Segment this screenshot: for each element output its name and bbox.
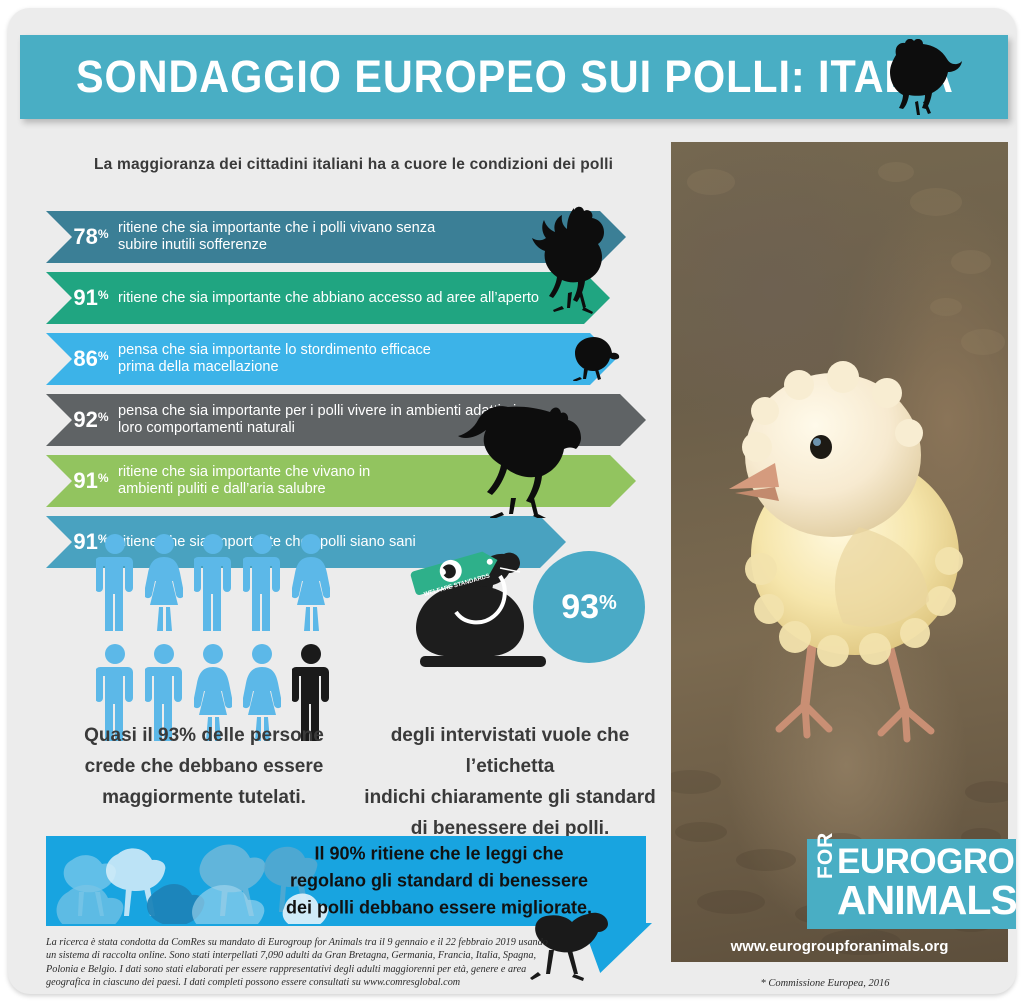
percent-value: 92	[73, 407, 98, 432]
caption-line1: degli intervistati vuole che l’etichetta	[390, 725, 630, 777]
research-footnote: La ricerca è stata condotta da ComRes su…	[46, 937, 548, 989]
person-icon-woman	[243, 644, 281, 741]
logo-eurogroup-text: EUROGROUP	[837, 842, 1016, 881]
percent-value: 91	[73, 468, 98, 493]
person-icon-woman	[145, 534, 183, 631]
percent-value: 78	[73, 224, 98, 249]
people-row-2	[96, 643, 356, 741]
logo-for-text: FOR	[814, 831, 837, 879]
baby-chick-illustration	[729, 361, 963, 743]
stat-bar-line1: ritiene che sia importante che abbiano a…	[118, 289, 540, 306]
banner-text: Il 90% ritiene che le leggi che regolano…	[274, 841, 604, 922]
stat-bar-percent: 91%	[46, 468, 118, 494]
hen-silhouette-icon	[890, 39, 962, 115]
banner-line3: dei polli debbano essere migliorate.	[285, 897, 593, 918]
people-caption: Quasi il 93% delle persone crede che deb…	[54, 720, 354, 813]
person-icon-man	[145, 644, 182, 741]
percent-value: 86	[73, 346, 98, 371]
bird-silhouette-icon	[530, 912, 608, 981]
website-url[interactable]: www.eurogroupforanimals.org	[730, 938, 949, 955]
person-icon-woman	[194, 644, 232, 741]
percent-symbol: %	[97, 532, 109, 546]
stat-bar-percent: 78%	[46, 224, 118, 250]
commission-note: * Commissione Europea, 2016	[760, 978, 890, 989]
person-icon-man	[243, 534, 280, 631]
stat-bar-line1: ritiene che sia importante che vivano in	[118, 464, 371, 480]
percent-symbol: %	[97, 227, 109, 241]
stat-bar-86: 86% pensa che sia importante lo stordime…	[46, 333, 616, 385]
caption-line2: indichi chiaramente gli standard	[364, 787, 656, 808]
bar-row-3: 86% pensa che sia importante lo stordime…	[46, 333, 666, 385]
stat-bar-line2: loro comportamenti naturali	[118, 420, 295, 436]
circle-percent-text: 93%	[561, 588, 617, 627]
percent-symbol: %	[97, 471, 109, 485]
people-row-1	[96, 533, 356, 631]
bar-row-2: 91% ritiene che sia importante che abbia…	[46, 272, 666, 324]
caption-line2: crede che debbano essere	[84, 756, 324, 777]
stat-bar-91-outdoor: 91% ritiene che sia importante che abbia…	[46, 272, 610, 324]
bar-row-4: 92% pensa che sia importante per i polli…	[46, 394, 666, 446]
person-icon-man	[96, 534, 133, 631]
caption-line3: maggiormente tutelati.	[102, 787, 306, 808]
caption-line3: di benessere dei polli.	[410, 818, 610, 839]
statistics-bar-chart: 78% ritiene che sia importante che i pol…	[46, 211, 666, 577]
people-pictogram-group	[96, 533, 356, 753]
stat-bar-line2: subire inutili sofferenze	[118, 237, 267, 253]
percent-symbol: %	[599, 591, 617, 614]
infographic-card: SONDAGGIO EUROPEO SUI POLLI: ITALIA La m…	[8, 8, 1016, 994]
stat-bar-text: ritiene che sia importante che vivano in…	[118, 464, 400, 498]
stat-bar-text: ritiene che sia importante che i polli v…	[118, 220, 465, 254]
percent-symbol: %	[97, 288, 109, 302]
bar-row-5: 91% ritiene che sia importante che vivan…	[46, 455, 666, 507]
person-icon-woman	[292, 534, 330, 631]
stat-bar-92: 92% pensa che sia importante per i polli…	[46, 394, 646, 446]
stat-bar-line2: prima della macellazione	[118, 359, 279, 375]
eurogroup-logo: EUROGROUP FOR ANIMALS	[807, 832, 1016, 929]
stat-bar-percent: 92%	[46, 407, 118, 433]
stat-bar-line1: pensa che sia importante lo stordimento …	[118, 342, 431, 358]
logo-animals-text: ANIMALS	[837, 877, 1016, 923]
percent-symbol: %	[97, 410, 109, 424]
person-icon-man	[194, 534, 231, 631]
chick-photo	[671, 142, 1008, 962]
stat-bar-line1: ritiene che sia importante che i polli v…	[118, 220, 436, 236]
label-caption: degli intervistati vuole che l’etichetta…	[360, 720, 660, 844]
stat-circle-93: 93%	[533, 551, 645, 663]
percent-value: 91	[73, 285, 98, 310]
chicken-flock-silhouettes	[56, 844, 329, 924]
stat-bar-text: pensa che sia importante lo stordimento …	[118, 342, 461, 376]
law-improvement-banner: Il 90% ritiene che le leggi che regolano…	[46, 836, 646, 926]
chicken-meat-with-label-illustration: WELFARE STANDARDS	[410, 551, 546, 667]
percent-value: 93	[561, 587, 600, 626]
section-subtitle: La maggioranza dei cittadini italiani ha…	[94, 156, 614, 173]
stat-bar-91-clean: 91% ritiene che sia importante che vivan…	[46, 455, 636, 507]
person-icon-man-dark	[292, 644, 329, 741]
banner-line2: regolano gli standard di benessere	[289, 870, 589, 891]
percent-symbol: %	[97, 349, 109, 363]
caption-line1: Quasi il 93% delle persone	[84, 725, 324, 746]
stat-bar-line2: ambienti puliti e dall’aria salubre	[118, 481, 326, 497]
person-icon-man	[96, 644, 133, 741]
stat-bar-line1: pensa che sia importante per i polli viv…	[118, 403, 517, 419]
page-title: SONDAGGIO EUROPEO SUI POLLI: ITALIA	[76, 51, 954, 102]
stat-bar-78: 78% ritiene che sia importante che i pol…	[46, 211, 626, 263]
stat-bar-text: pensa che sia importante per i polli viv…	[118, 403, 546, 437]
stat-bar-percent: 86%	[46, 346, 118, 372]
percent-value: 91	[73, 529, 98, 554]
banner-line1: Il 90% ritiene che le leggi che	[314, 843, 564, 864]
stat-bar-text: ritiene che sia importante che abbiano a…	[118, 290, 569, 307]
bar-row-1: 78% ritiene che sia importante che i pol…	[46, 211, 666, 263]
header-banner: SONDAGGIO EUROPEO SUI POLLI: ITALIA	[20, 35, 1008, 119]
stat-bar-percent: 91%	[46, 285, 118, 311]
stat-bar-percent: 91%	[46, 529, 118, 555]
